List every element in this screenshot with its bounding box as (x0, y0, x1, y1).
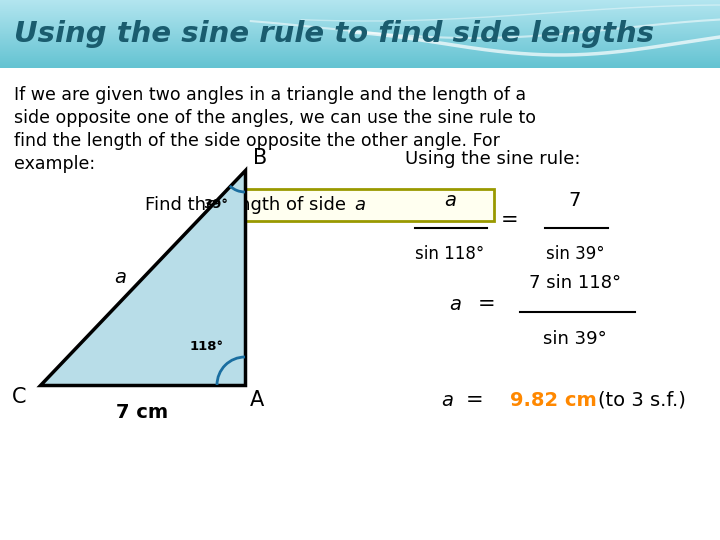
Bar (0, 41, 720, 42)
Bar (0, 24, 720, 25)
Bar (0, 18, 720, 19)
Text: side opposite one of the angles, we can use the sine rule to: side opposite one of the angles, we can … (14, 109, 536, 127)
Text: sin 39°: sin 39° (543, 330, 607, 348)
Bar (0, 34, 720, 35)
Bar (0, 33, 720, 34)
Text: 7 sin 118°: 7 sin 118° (529, 274, 621, 292)
Bar (0, 0, 720, 1)
Bar (0, 36, 720, 37)
Bar (0, 20, 720, 21)
Bar (0, 67, 720, 68)
Text: =: = (478, 294, 496, 314)
Bar (0, 49, 720, 50)
Bar (0, 3, 720, 4)
Text: sin 39°: sin 39° (546, 245, 604, 263)
Bar (0, 51, 720, 52)
Text: a: a (444, 191, 456, 210)
Bar (0, 17, 720, 18)
Bar (0, 5, 720, 6)
Bar (0, 42, 720, 43)
Bar (0, 22, 720, 23)
Text: 118°: 118° (190, 340, 224, 353)
Bar (0, 1, 720, 2)
Bar (0, 38, 720, 39)
Bar (0, 27, 720, 28)
Bar (0, 19, 720, 20)
Bar (0, 7, 720, 8)
Bar (0, 59, 720, 60)
Bar (0, 46, 720, 47)
Bar (0, 29, 720, 30)
Bar (0, 13, 720, 14)
Bar (0, 54, 720, 55)
Text: a: a (354, 196, 365, 214)
Bar (0, 11, 720, 12)
Bar (0, 15, 720, 16)
Bar (0, 66, 720, 67)
Bar (0, 26, 720, 27)
Text: (to 3 s.f.): (to 3 s.f.) (598, 390, 686, 409)
Text: find the length of the side opposite the other angle. For: find the length of the side opposite the… (14, 132, 500, 150)
Bar (0, 14, 720, 15)
Bar (0, 62, 720, 63)
Text: =: = (466, 390, 484, 410)
Bar (0, 28, 720, 29)
Text: a: a (449, 294, 461, 314)
Bar (0, 39, 720, 40)
Text: C: C (12, 387, 26, 407)
Bar (0, 56, 720, 57)
Bar (0, 16, 720, 17)
Text: B: B (253, 148, 267, 168)
Bar (0, 43, 720, 44)
Bar (0, 25, 720, 26)
Bar (0, 60, 720, 61)
Text: 7 cm: 7 cm (117, 403, 168, 422)
Bar (0, 21, 720, 22)
Bar (0, 48, 720, 49)
Bar (0, 63, 720, 64)
Bar (0, 40, 720, 41)
Text: =: = (501, 210, 519, 230)
Bar (0, 57, 720, 58)
Bar (0, 6, 720, 7)
Text: 9.82 cm: 9.82 cm (510, 390, 597, 409)
Bar (0, 44, 720, 45)
Polygon shape (40, 170, 245, 385)
Bar (0, 53, 720, 54)
Bar (0, 65, 720, 66)
Bar (0, 64, 720, 65)
Bar (0, 30, 720, 31)
Text: a: a (114, 268, 127, 287)
Text: If we are given two angles in a triangle and the length of a: If we are given two angles in a triangle… (14, 86, 526, 104)
Bar (0, 61, 720, 62)
Text: a: a (441, 390, 453, 409)
Bar (0, 35, 720, 36)
Bar (0, 37, 720, 38)
Text: Using the sine rule:: Using the sine rule: (405, 150, 580, 168)
Text: Using the sine rule to find side lengths: Using the sine rule to find side lengths (14, 20, 654, 48)
Text: sin 118°: sin 118° (415, 245, 485, 263)
Bar (0, 50, 720, 51)
Text: 7: 7 (569, 191, 581, 210)
Bar (0, 4, 720, 5)
Bar (0, 10, 720, 11)
Text: example:: example: (14, 155, 95, 173)
Bar (0, 45, 720, 46)
FancyBboxPatch shape (227, 189, 493, 221)
Bar (0, 2, 720, 3)
Text: 39°: 39° (202, 198, 228, 211)
Bar (0, 23, 720, 24)
Bar (0, 55, 720, 56)
Bar (0, 52, 720, 53)
Bar (0, 58, 720, 59)
Bar (0, 32, 720, 33)
Bar (0, 47, 720, 48)
Text: Find the length of side: Find the length of side (145, 196, 352, 214)
Bar (0, 12, 720, 13)
Text: A: A (250, 390, 264, 410)
Bar (0, 8, 720, 9)
Bar (0, 31, 720, 32)
Bar (0, 9, 720, 10)
